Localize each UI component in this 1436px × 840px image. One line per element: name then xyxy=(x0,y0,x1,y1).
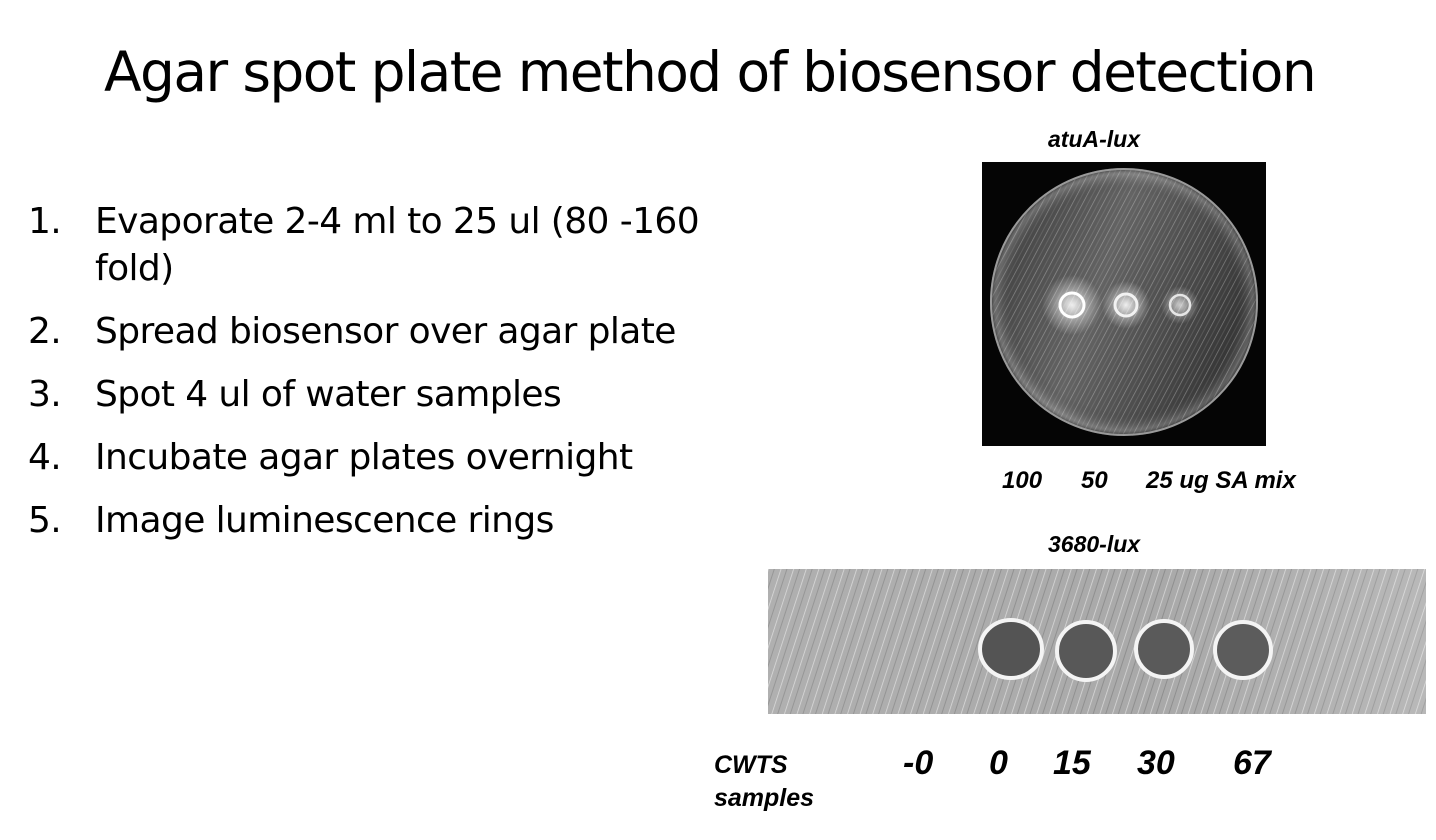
step-number: 3. xyxy=(28,374,62,415)
strip-biosensor-label: 3680-lux xyxy=(1048,531,1141,557)
step-item: 4. Incubate agar plates overnight xyxy=(28,434,748,481)
luminescence-spots xyxy=(1042,275,1199,335)
step-number: 4. xyxy=(28,437,62,478)
step-item: 1. Evaporate 2-4 ml to 25 ul (80 -160 fol… xyxy=(28,198,748,292)
agar-strip-luminescence-image xyxy=(768,569,1426,714)
step-item: 5. Image luminescence rings xyxy=(28,497,748,544)
dose-label-25: 25 ug SA mix xyxy=(1146,467,1296,494)
step-text: Spot 4 ul of water samples xyxy=(95,374,562,415)
step-item: 3. Spot 4 ul of water samples xyxy=(28,371,748,418)
steps-list: 1. Evaporate 2-4 ml to 25 ul (80 -160 fol… xyxy=(28,198,748,560)
sample-value: 67 xyxy=(1233,744,1271,782)
agar-plate-luminescence-image xyxy=(982,162,1266,446)
step-number: 2. xyxy=(28,311,62,352)
sample-value: 30 xyxy=(1137,744,1175,782)
step-number: 1. xyxy=(28,201,62,242)
step-item: 2. Spread biosensor over agar plate xyxy=(28,308,748,355)
cwts-label: CWTS xyxy=(714,751,788,779)
luminescence-spots xyxy=(978,618,1273,682)
samples-label: samples xyxy=(714,784,815,812)
slide-title: Agar spot plate method of biosensor dete… xyxy=(104,40,1317,104)
plate-biosensor-label: atuA-lux xyxy=(1048,126,1140,152)
sample-value: -0 xyxy=(903,744,934,782)
dose-label-50: 50 xyxy=(1081,467,1108,494)
step-number: 5. xyxy=(28,500,62,541)
step-text: Image luminescence rings xyxy=(95,500,554,541)
sample-value: 15 xyxy=(1053,744,1091,782)
step-text: Evaporate 2-4 ml to 25 ul (80 -160 fold) xyxy=(95,201,700,289)
step-text: Spread biosensor over agar plate xyxy=(95,311,676,352)
sample-value: 0 xyxy=(989,744,1008,782)
step-text: Incubate agar plates overnight xyxy=(95,437,633,478)
dose-label-100: 100 xyxy=(1002,467,1043,494)
